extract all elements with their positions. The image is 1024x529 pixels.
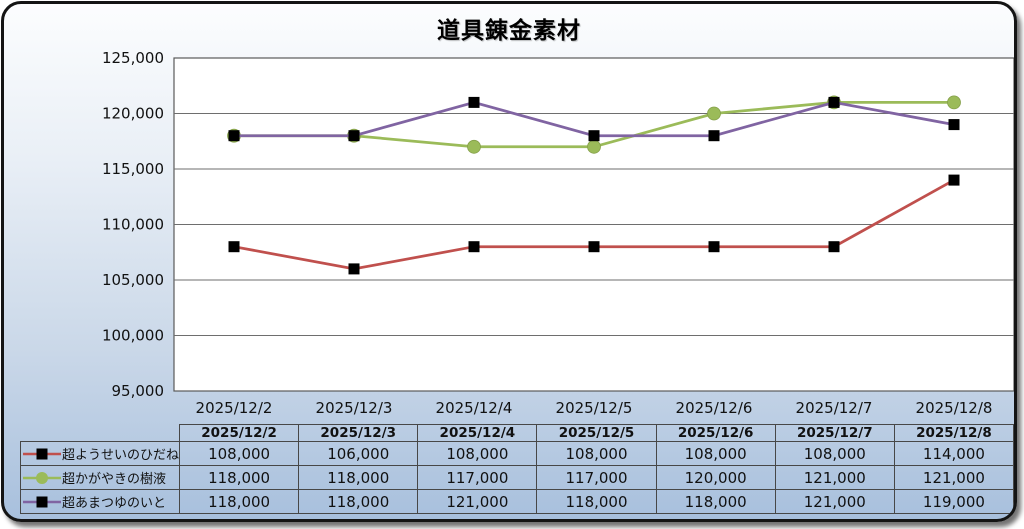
y-axis-tick-label: 115,000: [102, 160, 164, 178]
y-axis-tick-label: 105,000: [102, 271, 164, 289]
x-axis-tick-label: 2025/12/5: [556, 399, 633, 417]
table-value-cell: 118,000: [298, 489, 419, 514]
series-legend-cell: 超ようせいのひだね: [19, 441, 181, 466]
table-value-cell: 106,000: [298, 441, 419, 466]
line-chart: 95,000 100,000 105,000 110,000 115,000 120,00…: [102, 49, 1014, 417]
x-axis-tick-label: 2025/12/8: [916, 399, 993, 417]
table-value-cell: 117,000: [536, 465, 657, 490]
table-corner-cell: [21, 425, 180, 442]
table-value-cell: 108,000: [536, 441, 657, 466]
series-name: 超かがやきの樹液: [62, 472, 167, 487]
series-legend-cell: 超あまつゆのいと: [19, 489, 181, 514]
table-value-cell: 108,000: [179, 441, 300, 466]
table-date-header: 2025/12/6: [655, 424, 776, 442]
y-axis-tick-label: 95,000: [112, 382, 165, 400]
y-axis-tick-label: 110,000: [102, 216, 164, 234]
table-value-cell: 118,000: [179, 489, 300, 514]
table-value-cell: 108,000: [417, 441, 538, 466]
table-date-header: 2025/12/5: [536, 424, 657, 442]
table-date-header: 2025/12/2: [179, 424, 300, 442]
chart-panel: 道具錬金素材 95,000 100,000 105,000 110,000 115,00…: [1, 1, 1017, 522]
data-point-marker: [708, 241, 720, 253]
table-value-cell: 118,000: [536, 489, 657, 514]
y-axis-tick-label: 120,000: [102, 105, 164, 123]
table-value-cell: 117,000: [417, 465, 538, 490]
data-point-marker: [947, 95, 961, 110]
y-axis-tick-label: 125,000: [102, 49, 164, 67]
data-point-marker: [228, 130, 240, 142]
data-point-marker: [468, 241, 480, 253]
table-value-cell: 118,000: [298, 465, 419, 490]
series-name: 超ようせいのひだね: [62, 448, 180, 463]
data-table: 2025/12/2 2025/12/3 2025/12/4 2025/12/5 2025…: [19, 424, 1014, 514]
legend-line-square-icon: [23, 496, 61, 507]
table-value-cell: 121,000: [774, 465, 895, 490]
y-axis-tick-label: 100,000: [102, 327, 164, 345]
data-point-marker: [588, 241, 600, 253]
table-date-header: 2025/12/7: [774, 424, 895, 442]
table-value-cell: 114,000: [893, 441, 1014, 466]
series-legend-cell: 超かがやきの樹液: [19, 465, 181, 490]
data-point-marker: [588, 130, 600, 142]
table-value-cell: 118,000: [179, 465, 300, 490]
data-point-marker: [468, 96, 480, 108]
legend-line-circle-icon: [23, 471, 61, 484]
data-point-marker: [348, 130, 360, 142]
table-value-cell: 121,000: [893, 465, 1014, 490]
table-row: 超かがやきの樹液 118,000 118,000 117,000 117,000 120,…: [19, 465, 1014, 490]
series-2: [228, 96, 960, 142]
table-value-cell: 119,000: [893, 489, 1014, 514]
table-value-cell: 120,000: [655, 465, 776, 490]
data-point-marker: [587, 139, 601, 154]
table-value-cell: 121,000: [417, 489, 538, 514]
series-name: 超あまつゆのいと: [62, 496, 167, 511]
table-row: 超あまつゆのいと 118,000 118,000 121,000 118,000 118,…: [19, 489, 1014, 514]
data-point-marker: [708, 130, 720, 142]
table-header-row: 2025/12/2 2025/12/3 2025/12/4 2025/12/5 2025…: [21, 424, 1014, 442]
data-point-marker: [828, 96, 840, 108]
data-point-marker: [467, 139, 481, 154]
table-row: 超ようせいのひだね 108,000 106,000 108,000 108,000 108…: [19, 441, 1014, 466]
x-axis-tick-label: 2025/12/7: [796, 399, 873, 417]
data-point-marker: [228, 241, 240, 253]
table-value-cell: 108,000: [774, 441, 895, 466]
table-date-header: 2025/12/8: [893, 424, 1014, 442]
table-value-cell: 118,000: [655, 489, 776, 514]
chart-title: 道具錬金素材: [437, 18, 581, 44]
legend-line-square-icon: [23, 448, 61, 459]
table-value-cell: 108,000: [655, 441, 776, 466]
x-axis-tick-label: 2025/12/3: [316, 399, 393, 417]
data-point-marker: [348, 263, 360, 275]
x-axis-tick-label: 2025/12/2: [196, 399, 273, 417]
x-axis-tick-label: 2025/12/4: [436, 399, 513, 417]
table-value-cell: 121,000: [774, 489, 895, 514]
table-date-header: 2025/12/3: [298, 424, 419, 442]
x-axis-tick-label: 2025/12/6: [676, 399, 753, 417]
data-point-marker: [828, 241, 840, 253]
data-point-marker: [707, 106, 721, 121]
data-point-marker: [948, 174, 960, 186]
series-0: [228, 174, 960, 275]
table-date-header: 2025/12/4: [417, 424, 538, 442]
data-point-marker: [948, 119, 960, 131]
